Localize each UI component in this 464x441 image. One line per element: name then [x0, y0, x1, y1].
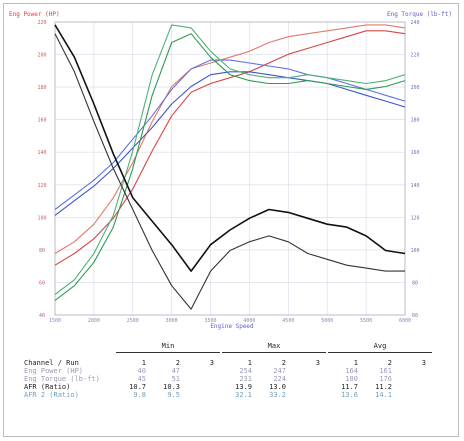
run-number: 1	[141, 359, 146, 367]
table-cell: 9.8	[133, 391, 146, 399]
table-cell: 9.5	[167, 391, 180, 399]
table-cell: 13.0	[269, 383, 286, 391]
table-cell: 13.9	[235, 383, 252, 391]
table-cell: 14.1	[375, 391, 392, 399]
y-tick-label-right: 220	[410, 53, 419, 59]
table-cell: 247	[273, 367, 286, 375]
table-cell: 254	[239, 367, 252, 375]
run-number: 2	[281, 359, 286, 367]
run-number: 2	[175, 359, 180, 367]
group-label-max: Max	[267, 342, 281, 350]
table-cell: 180	[345, 375, 358, 383]
y-tick-label-right: 100	[410, 248, 419, 254]
run-number: 3	[421, 359, 426, 367]
x-tick-label: 1500	[49, 318, 61, 324]
y-tick-label-left: 40	[39, 313, 45, 319]
table-header-label: Channel / Run	[24, 359, 79, 367]
left-axis-label: Eng Power (HP)	[9, 11, 60, 18]
plot-area-border	[54, 21, 406, 316]
y-tick-label-left: 100	[37, 215, 46, 221]
table-cell: 224	[273, 375, 286, 383]
table-cell: 231	[239, 375, 252, 383]
table-row-label: Eng Torque (lb-ft)	[24, 375, 100, 383]
table-cell: 176	[379, 375, 392, 383]
run-number: 1	[247, 359, 252, 367]
chart-frame	[3, 3, 459, 437]
group-rule	[116, 352, 220, 353]
table-cell: 33.2	[269, 391, 286, 399]
table-cell: 51	[171, 375, 180, 383]
x-tick-label: 5000	[321, 318, 333, 324]
run-number: 3	[315, 359, 320, 367]
x-tick-label: 3000	[166, 318, 178, 324]
table-cell: 11.7	[341, 383, 358, 391]
y-tick-label-left: 180	[37, 85, 46, 91]
group-label-min: Min	[161, 342, 175, 350]
y-tick-label-left: 160	[37, 118, 46, 124]
y-tick-label-right: 200	[410, 85, 419, 91]
series-line-4	[54, 59, 406, 210]
table-cell: 10.7	[129, 383, 146, 391]
x-tick-label: 2000	[88, 318, 100, 324]
x-tick-label: 5500	[360, 318, 372, 324]
y-tick-label-right: 240	[410, 20, 419, 26]
y-tick-label-right: 180	[410, 118, 419, 124]
table-cell: 161	[379, 367, 392, 375]
table-row-label: AFR 2 (Ratio)	[24, 391, 79, 399]
y-tick-label-left: 140	[37, 150, 46, 156]
x-tick-label: 4000	[243, 318, 255, 324]
x-tick-label: 2500	[127, 318, 139, 324]
table-cell: 11.2	[375, 383, 392, 391]
x-axis-label: Engine Speed	[210, 323, 254, 330]
y-tick-label-left: 200	[37, 53, 46, 59]
y-tick-label-right: 60	[412, 313, 418, 319]
y-tick-label-right: 80	[412, 280, 418, 286]
y-tick-label-right: 120	[410, 215, 419, 221]
y-tick-label-left: 220	[37, 20, 46, 26]
table-row-label: AFR (Ratio)	[24, 383, 71, 391]
series-line-7	[54, 24, 406, 272]
table-row-label: Eng Power (HP)	[24, 367, 84, 375]
table-cell: 40	[137, 367, 146, 375]
x-tick-label: 3500	[205, 318, 217, 324]
group-rule	[222, 352, 326, 353]
series-line-1	[54, 30, 406, 266]
y-tick-label-left: 60	[39, 280, 45, 286]
y-tick-label-right: 160	[410, 150, 419, 156]
series-line-3	[54, 71, 406, 216]
table-cell: 47	[171, 367, 180, 375]
x-tick-label: 4500	[282, 318, 294, 324]
group-label-avg: Avg	[373, 342, 387, 350]
table-cell: 164	[345, 367, 358, 375]
run-number: 2	[387, 359, 392, 367]
series-line-2	[54, 24, 406, 254]
y-tick-label-right: 140	[410, 183, 419, 189]
run-number: 1	[353, 359, 358, 367]
series-line-8	[54, 33, 405, 310]
series-line-5	[54, 33, 406, 301]
table-cell: 45	[137, 375, 146, 383]
table-cell: 32.1	[235, 391, 252, 399]
run-number: 3	[209, 359, 214, 367]
series-line-6	[54, 24, 406, 295]
x-tick-label: 6000	[399, 318, 411, 324]
right-axis-label: Eng Torque (lb-ft)	[386, 11, 452, 18]
table-cell: 13.6	[341, 391, 358, 399]
group-rule	[328, 352, 432, 353]
table-cell: 10.3	[163, 383, 180, 391]
y-tick-label-left: 120	[37, 183, 46, 189]
y-tick-label-left: 80	[39, 248, 45, 254]
